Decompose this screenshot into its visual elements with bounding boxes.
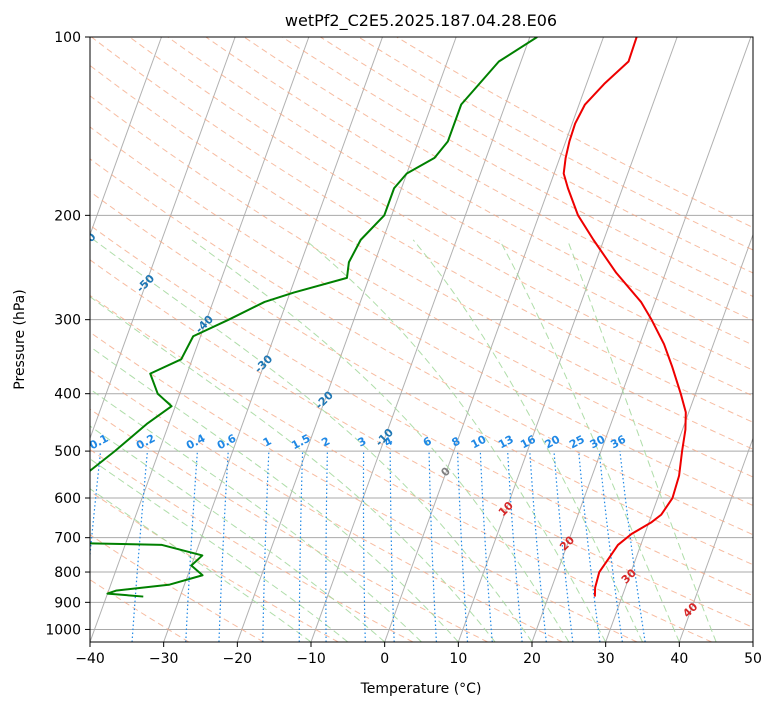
y-tick-label: 400 bbox=[54, 387, 81, 403]
x-tick-label: −30 bbox=[149, 651, 179, 667]
dry-adiabat-line bbox=[90, 534, 264, 642]
dry-adiabat-line bbox=[90, 95, 753, 478]
mixing-ratio-line bbox=[619, 451, 646, 642]
dry-adiabat-line bbox=[129, 37, 753, 397]
dry-adiabat-line bbox=[90, 126, 753, 507]
y-tick-label: 500 bbox=[54, 444, 81, 460]
dry-adiabat-line bbox=[90, 191, 753, 566]
mixing-ratio-label: 16 bbox=[518, 433, 538, 452]
moist-adiabat-line bbox=[305, 239, 607, 642]
x-tick-label: 30 bbox=[597, 651, 615, 667]
moist-adiabat-line bbox=[499, 239, 680, 642]
x-tick-label: 50 bbox=[744, 651, 762, 667]
moist-adiabat-line bbox=[90, 345, 459, 642]
isotherm-line bbox=[163, 37, 383, 642]
x-tick-label: 20 bbox=[523, 651, 541, 667]
mixing-ratio-label: 36 bbox=[608, 433, 628, 452]
moist-adiabat-line bbox=[90, 458, 349, 642]
isotherm-line bbox=[384, 37, 604, 642]
dry-adiabat-line bbox=[167, 37, 753, 371]
y-tick-label: 200 bbox=[54, 208, 81, 224]
isotherm-line bbox=[90, 37, 162, 237]
isotherm-line bbox=[90, 37, 310, 642]
isotherm-line bbox=[605, 233, 753, 642]
dry-adiabat-line bbox=[90, 158, 753, 536]
isotherm-label: -60 bbox=[75, 230, 98, 253]
dry-adiabat-line bbox=[90, 294, 712, 642]
axis-ticks: −40 −30 −20 −10 0 10 20 30 40 50 100 200 300 400 500 60… bbox=[45, 30, 762, 667]
moist-adiabat-line bbox=[93, 239, 533, 642]
mixing-ratio-label: 25 bbox=[567, 433, 587, 452]
y-tick-label: 800 bbox=[54, 565, 81, 581]
y-tick-label: 900 bbox=[54, 595, 81, 611]
dewpoint-profile-line bbox=[90, 37, 538, 598]
x-tick-label: −20 bbox=[223, 651, 253, 667]
dry-adiabat-line bbox=[91, 37, 753, 423]
y-tick-label: 300 bbox=[54, 313, 81, 329]
x-tick-label: 10 bbox=[449, 651, 467, 667]
moist-adiabat-line bbox=[90, 488, 312, 642]
temperature-profile-line bbox=[562, 37, 687, 597]
mixing-ratio-line bbox=[553, 451, 574, 642]
isotherm-line bbox=[531, 37, 752, 642]
moist-adiabat-line bbox=[566, 239, 717, 642]
profile-lines bbox=[90, 37, 687, 598]
moist-adiabat-line bbox=[191, 239, 570, 642]
isotherm-line bbox=[90, 37, 236, 440]
moist-adiabat-line bbox=[90, 425, 386, 642]
background-lines bbox=[90, 37, 753, 642]
isotherm-line bbox=[457, 37, 678, 642]
mixing-ratio-label: 13 bbox=[496, 433, 516, 452]
dry-adiabat-line bbox=[90, 64, 753, 450]
dry-adiabat-line bbox=[90, 224, 753, 597]
isotherm-line bbox=[236, 37, 457, 642]
mixing-ratio-label: 30 bbox=[588, 433, 608, 452]
dry-adiabat-line bbox=[90, 259, 753, 628]
moist-adiabat-line bbox=[412, 239, 643, 642]
chart-title: wetPf2_C2E5.2025.187.04.28.E06 bbox=[285, 11, 557, 31]
y-tick-label: 600 bbox=[54, 491, 81, 507]
mixing-ratio-label: 10 bbox=[469, 433, 489, 452]
mixing-ratio-label: 20 bbox=[543, 433, 563, 452]
x-tick-label: 0 bbox=[380, 651, 389, 667]
y-tick-label: 700 bbox=[54, 531, 81, 547]
y-tick-label: 1000 bbox=[45, 622, 81, 638]
y-tick-label: 100 bbox=[54, 30, 81, 46]
mixing-ratio-line bbox=[598, 451, 623, 642]
x-tick-label: 40 bbox=[670, 651, 688, 667]
isotherm-line bbox=[678, 436, 753, 642]
mixing-ratio-line bbox=[578, 451, 601, 642]
plot-frame bbox=[89, 36, 754, 643]
y-axis-label: Pressure (hPa) bbox=[12, 289, 28, 389]
x-tick-label: −40 bbox=[75, 651, 105, 667]
x-axis-label: Temperature (°C) bbox=[360, 681, 482, 697]
x-tick-label: −10 bbox=[296, 651, 326, 667]
